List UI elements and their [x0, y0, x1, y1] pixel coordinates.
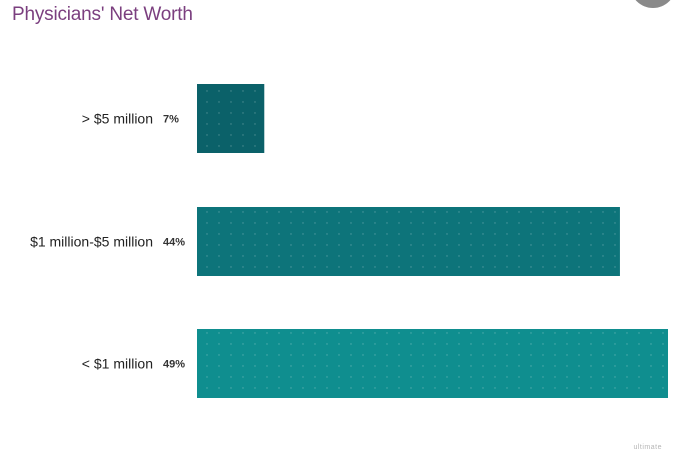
chart-title: Physicians' Net Worth	[12, 4, 193, 25]
bar-texture-0	[197, 84, 265, 153]
bar-texture-1	[197, 207, 620, 276]
value-label-0: 7%	[163, 114, 179, 126]
watermark: ultimate	[633, 444, 662, 451]
value-label-2: 49%	[163, 359, 185, 371]
category-label-0: > $5 million	[82, 111, 153, 127]
category-label-1: $1 million-$5 million	[30, 234, 153, 250]
bar-texture-2	[197, 329, 668, 398]
category-label-2: < $1 million	[82, 356, 153, 372]
value-label-1: 44%	[163, 237, 185, 249]
corner-avatar-icon	[630, 0, 676, 8]
